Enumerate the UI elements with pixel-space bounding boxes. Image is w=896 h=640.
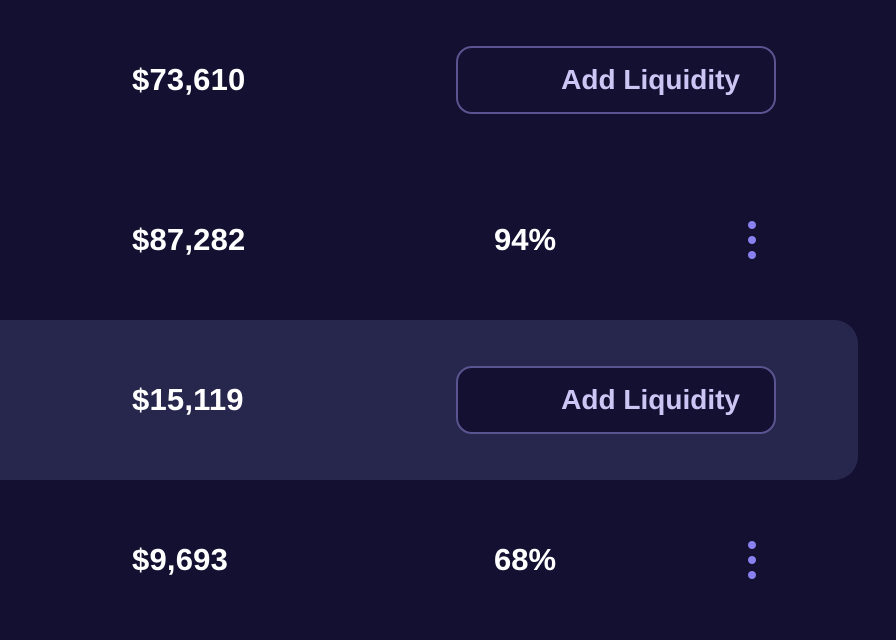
table-row: $9,693 68% (0, 480, 858, 640)
more-vertical-icon[interactable] (746, 541, 758, 579)
amount-value: $9,693 (132, 542, 229, 577)
dot (748, 221, 756, 229)
percent-value: 94% (494, 222, 557, 257)
table-row: $73,610 Add Liquidity (0, 0, 858, 160)
dot (748, 556, 756, 564)
percent-value: 68% (494, 542, 557, 577)
table-row-highlighted: $15,119 Add Liquidity (0, 320, 858, 480)
table-row: $87,282 94% (0, 160, 858, 320)
add-liquidity-button[interactable]: Add Liquidity (456, 366, 776, 434)
dot (748, 236, 756, 244)
more-vertical-icon[interactable] (746, 221, 758, 259)
dot (748, 251, 756, 259)
dot (748, 541, 756, 549)
dot (748, 571, 756, 579)
add-liquidity-button[interactable]: Add Liquidity (456, 46, 776, 114)
amount-value: $87,282 (132, 222, 246, 257)
amount-value: $73,610 (132, 62, 246, 97)
amount-value: $15,119 (132, 382, 244, 417)
